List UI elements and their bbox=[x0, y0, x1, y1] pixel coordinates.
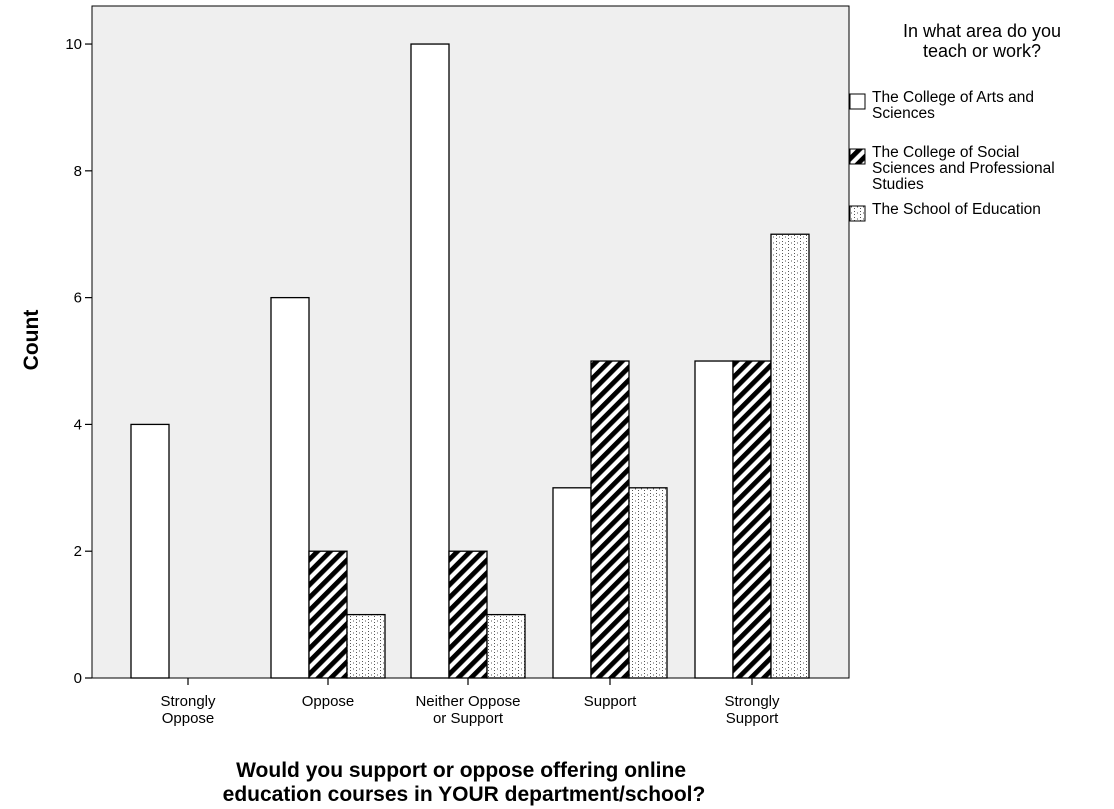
bar-series-1-category-5 bbox=[694, 360, 734, 679]
legend-item: The School of Education bbox=[849, 201, 1041, 222]
x-category-label: Strongly Support bbox=[724, 693, 780, 727]
legend-label: The College of Arts and Sciences bbox=[872, 89, 1034, 122]
legend-swatch bbox=[849, 93, 866, 110]
x-category-label: Support bbox=[584, 693, 637, 710]
y-axis-title: Count bbox=[20, 310, 43, 371]
bar-series-2-category-2 bbox=[308, 550, 348, 679]
bar-series-2-category-5 bbox=[732, 360, 772, 679]
bar-series-3-category-2 bbox=[346, 613, 386, 679]
y-tick-label: 10 bbox=[65, 36, 82, 53]
legend-label: The School of Education bbox=[872, 201, 1041, 218]
y-tick-label: 0 bbox=[74, 670, 82, 687]
legend-label: The College of Social Sciences and Profes… bbox=[872, 144, 1055, 193]
bar-series-1-category-3 bbox=[410, 43, 450, 679]
legend-swatch bbox=[849, 205, 866, 222]
bar-series-1-category-1 bbox=[130, 423, 170, 679]
y-tick-label: 8 bbox=[74, 163, 82, 180]
bar-series-2-category-4 bbox=[590, 360, 630, 679]
legend-item: The College of Arts and Sciences bbox=[849, 89, 1034, 122]
x-axis-title: Would you support or oppose offering onl… bbox=[223, 759, 706, 806]
y-tick-label: 6 bbox=[74, 290, 82, 307]
bar-series-3-category-3 bbox=[486, 613, 526, 679]
legend-swatch bbox=[849, 148, 866, 165]
bar-series-2-category-3 bbox=[448, 550, 488, 679]
y-tick-label: 4 bbox=[74, 416, 82, 433]
y-tick-label: 2 bbox=[74, 543, 82, 560]
x-category-label: Oppose bbox=[302, 693, 355, 710]
x-category-label: Neither Oppose or Support bbox=[415, 693, 520, 727]
legend-title: In what area do you teach or work? bbox=[903, 21, 1061, 61]
bar-series-3-category-5 bbox=[770, 233, 810, 679]
bar-series-3-category-4 bbox=[628, 487, 668, 679]
legend-item: The College of Social Sciences and Profes… bbox=[849, 144, 1055, 193]
bar-series-1-category-4 bbox=[552, 487, 592, 679]
x-category-label: Strongly Oppose bbox=[160, 693, 216, 727]
bar-series-1-category-2 bbox=[270, 296, 310, 679]
